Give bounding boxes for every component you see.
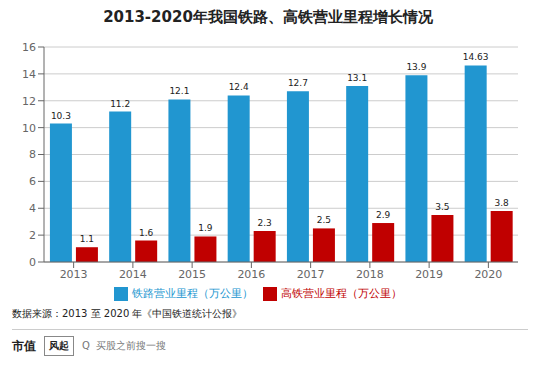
- svg-text:13.9: 13.9: [406, 62, 426, 72]
- svg-text:6: 6: [29, 175, 36, 188]
- html-text:数据来源：2013 至 2020 年《中国铁道统计公报》: 数据来源：2013 至 2020 年《中国铁道统计公报》: [12, 308, 243, 319]
- svg-text:2018: 2018: [356, 268, 384, 281]
- svg-text:10: 10: [22, 122, 36, 135]
- svg-text:2014: 2014: [119, 268, 147, 281]
- svg-text:2: 2: [29, 229, 36, 242]
- svg-text:2020: 2020: [474, 268, 502, 281]
- svg-text:11.2: 11.2: [110, 99, 130, 109]
- svg-text:0: 0: [29, 256, 36, 269]
- svg-text:12.4: 12.4: [229, 82, 249, 92]
- svg-text:3.8: 3.8: [495, 198, 510, 208]
- html-text:2013-2020年我国铁路、高铁营业里程增长情况: 2013-2020年我国铁路、高铁营业里程增长情况: [103, 8, 433, 26]
- svg-text:10.3: 10.3: [51, 111, 71, 121]
- svg-text:1.1: 1.1: [80, 234, 94, 244]
- svg-text:12.1: 12.1: [169, 86, 189, 96]
- html-text:市值: 市值: [12, 338, 36, 353]
- html-text:铁路营业里程（万公里）: 铁路营业里程（万公里）: [132, 287, 253, 300]
- svg-text:14: 14: [22, 68, 36, 81]
- svg-text:2013: 2013: [60, 268, 88, 281]
- svg-text:4: 4: [29, 202, 36, 215]
- svg-text:2015: 2015: [178, 268, 206, 281]
- svg-text:2.3: 2.3: [258, 218, 272, 228]
- html-text:风起: 风起: [49, 340, 69, 351]
- svg-text:2019: 2019: [415, 268, 443, 281]
- svg-text:2.9: 2.9: [376, 210, 391, 220]
- svg-text:1.9: 1.9: [198, 223, 213, 233]
- svg-text:16: 16: [22, 41, 36, 54]
- svg-text:8: 8: [29, 148, 36, 161]
- svg-text:2016: 2016: [237, 268, 265, 281]
- svg-text:12.7: 12.7: [288, 78, 308, 88]
- svg-text:12: 12: [22, 95, 36, 108]
- html-text:高铁营业里程（万公里）: 高铁营业里程（万公里）: [281, 287, 402, 300]
- svg-text:14.63: 14.63: [463, 52, 489, 62]
- svg-text:3.5: 3.5: [435, 202, 449, 212]
- html-text:Q 买股之前搜一搜: Q 买股之前搜一搜: [82, 340, 167, 351]
- svg-text:2017: 2017: [297, 268, 325, 281]
- svg-text:2.5: 2.5: [317, 215, 331, 225]
- svg-text:13.1: 13.1: [347, 73, 367, 83]
- svg-text:1.6: 1.6: [139, 228, 154, 238]
